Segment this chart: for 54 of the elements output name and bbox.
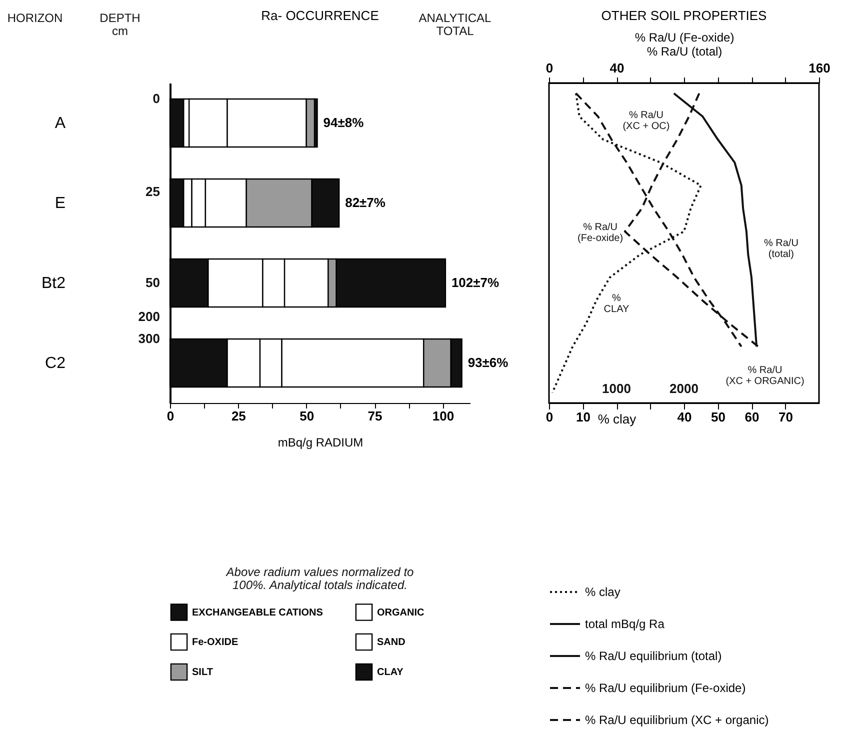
x-tick-label: 60 <box>744 410 760 424</box>
chart-title: Ra- OCCURRENCE <box>261 8 380 23</box>
legend-label: Fe-OXIDE <box>192 637 238 648</box>
annotation: % Ra/U (XC + ORGANIC) <box>726 364 804 387</box>
y-tick-label: C2 <box>45 355 66 372</box>
text: 25 <box>146 184 160 199</box>
text: Above radium values normalized to 100%. Analytical totals indicated. <box>226 564 414 592</box>
total-label: 94±8% <box>323 115 364 130</box>
x-tick-label: 100 <box>432 408 454 424</box>
annotation: 1000 <box>602 380 631 396</box>
legend-label: total mBq/g Ra <box>585 617 665 631</box>
x-axis-title: mBq/g RADIUM <box>278 436 364 450</box>
x-tick-label: 70 <box>778 410 793 424</box>
text: 300 <box>138 330 160 346</box>
legend-label: % clay <box>585 585 620 599</box>
legend-label: ORGANIC <box>377 607 424 618</box>
annotation: % Ra/U (total) <box>764 238 798 260</box>
x-tick-label: 75 <box>368 408 382 424</box>
annotation: 2000 <box>670 380 698 396</box>
text: ANALYTICAL TOTAL <box>418 11 492 38</box>
total-label: 82±7% <box>345 195 386 210</box>
legend-label: SILT <box>192 667 213 678</box>
x2-tick-label: 0 <box>546 60 554 76</box>
x2-axis-title: % Ra/U (Fe-oxide) % Ra/U (total) <box>634 30 734 58</box>
x-tick-label: 50 <box>711 410 726 424</box>
chart-title: OTHER SOIL PROPERTIES <box>601 8 768 23</box>
annotation: % CLAY <box>604 292 630 315</box>
legend-label: EXCHANGEABLE CATIONS <box>192 607 324 618</box>
x-tick-label: 40 <box>677 410 692 424</box>
y-tick-label: E <box>54 195 66 212</box>
total-label: 93±6% <box>468 355 509 370</box>
x-tick-label: 25 <box>231 408 246 424</box>
y-tick-label: Bt2 <box>41 275 66 292</box>
total-label: 102±7% <box>451 275 500 290</box>
text: 0 <box>152 90 160 106</box>
annotation: % Ra/U (XC + OC) <box>622 110 670 132</box>
x2-tick-label: 40 <box>610 60 624 76</box>
text: HORIZON <box>7 11 63 26</box>
annotation: % Ra/U (Fe-oxide) <box>578 222 624 244</box>
legend-label: % Ra/U equilibrium (Fe-oxide) <box>585 681 746 695</box>
x-axis-title: % clay <box>598 412 637 426</box>
x-tick-label: 10 <box>576 410 590 424</box>
legend-label: SAND <box>377 637 406 648</box>
legend-label: % Ra/U equilibrium (XC + organic) <box>585 713 769 727</box>
text: 200 <box>138 308 160 324</box>
text: DEPTH cm <box>100 11 140 38</box>
text: 50 <box>146 274 160 290</box>
x-tick-label: 0 <box>546 410 554 424</box>
x-tick-label: 50 <box>300 408 314 424</box>
y-tick-label: A <box>54 115 66 132</box>
x2-tick-label: 160 <box>808 60 830 76</box>
legend-label: CLAY <box>377 667 404 678</box>
legend-label: % Ra/U equilibrium (total) <box>585 649 722 663</box>
x-tick-label: 0 <box>166 408 174 424</box>
